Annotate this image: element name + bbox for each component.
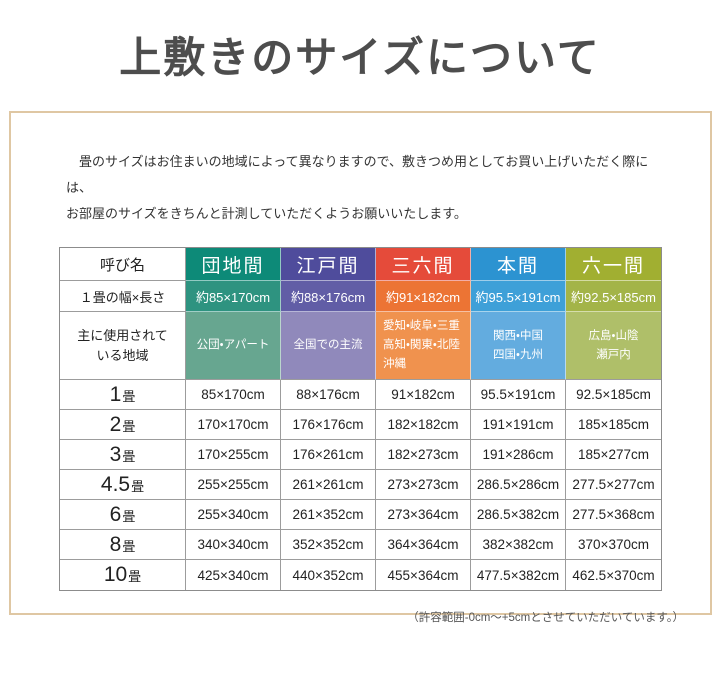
mat-count-row: 1畳 85×170cm 88×176cm 91×182cm 95.5×191cm… <box>60 380 661 411</box>
mat-size-cell: 440×352cm <box>281 560 376 591</box>
mat-size-cell: 255×255cm <box>186 470 281 501</box>
mat-size-cell: 370×370cm <box>566 530 661 561</box>
mat-size-cell: 462.5×370cm <box>566 560 661 591</box>
intro-paragraph: 畳のサイズはお住まいの地域によって異なりますので、敷きつめ用としてお買い上げいた… <box>11 149 710 227</box>
intro-text-line1: 畳のサイズはお住まいの地域によって異なりますので、敷きつめ用としてお買い上げいた… <box>66 154 649 196</box>
mat-size-cell: 286.5×382cm <box>471 500 566 531</box>
region-cell: 広島・山陰 瀬戸内 <box>566 312 661 381</box>
mat-size-cell: 176×176cm <box>281 410 376 441</box>
mat-row-label: 6畳 <box>60 500 186 531</box>
mat-size-cell: 170×170cm <box>186 410 281 441</box>
regions-label: 主に使用されて いる地域 <box>60 312 186 381</box>
regions-label-line2: いる地域 <box>96 347 149 363</box>
mat-size-cell: 191×286cm <box>471 440 566 471</box>
mat-size-cell: 261×352cm <box>281 500 376 531</box>
regions-row: 主に使用されて いる地域 公団・アパート 全国での主流 愛知・岐阜・三重 高知・… <box>60 312 661 381</box>
mat-size-cell: 273×273cm <box>376 470 471 501</box>
size-cell: 約91×182cm <box>376 281 471 313</box>
mat-size-cell: 182×273cm <box>376 440 471 471</box>
mat-row-label: 4.5畳 <box>60 470 186 501</box>
size-cell: 約92.5×185cm <box>566 281 661 313</box>
mat-size-cell: 261×261cm <box>281 470 376 501</box>
header-edoma: 江戸間 <box>281 248 376 282</box>
tatami-size-table: 呼び名 団地間 江戸間 三六間 本間 六一間 １畳の幅×長さ 約85×170cm… <box>59 247 662 592</box>
mat-size-cell: 95.5×191cm <box>471 380 566 411</box>
mat-count-row: 8畳 340×340cm 352×352cm 364×364cm 382×382… <box>60 530 661 561</box>
mat-row-label: 1畳 <box>60 380 186 411</box>
one-mat-size-label: １畳の幅×長さ <box>60 281 186 313</box>
mat-size-cell: 425×340cm <box>186 560 281 591</box>
one-mat-size-row: １畳の幅×長さ 約85×170cm 約88×176cm 約91×182cm 約9… <box>60 281 661 313</box>
mat-row-label: 8畳 <box>60 530 186 561</box>
mat-size-cell: 255×340cm <box>186 500 281 531</box>
header-rokuichima: 六一間 <box>566 248 661 282</box>
mat-count-row: 2畳 170×170cm 176×176cm 182×182cm 191×191… <box>60 410 661 441</box>
mat-size-cell: 277.5×277cm <box>566 470 661 501</box>
mat-row-label: 10畳 <box>60 560 186 591</box>
regions-label-line1: 主に使用されて <box>77 327 168 343</box>
mat-count-row: 3畳 170×255cm 176×261cm 182×273cm 191×286… <box>60 440 661 471</box>
header-honma: 本間 <box>471 248 566 282</box>
mat-size-cell: 273×364cm <box>376 500 471 531</box>
mat-size-cell: 91×182cm <box>376 380 471 411</box>
mat-size-cell: 182×182cm <box>376 410 471 441</box>
mat-size-cell: 277.5×368cm <box>566 500 661 531</box>
size-cell: 約95.5×191cm <box>471 281 566 313</box>
header-danchima: 団地間 <box>186 248 281 282</box>
tolerance-note: （許容範囲-0cm～+5cmとさせていただいています。） <box>407 612 684 625</box>
mat-size-cell: 364×364cm <box>376 530 471 561</box>
region-cell: 関西・中国 四国・九州 <box>471 312 566 381</box>
mat-size-cell: 191×191cm <box>471 410 566 441</box>
size-cell: 約85×170cm <box>186 281 281 313</box>
mat-size-cell: 176×261cm <box>281 440 376 471</box>
header-sanrokuma: 三六間 <box>376 248 471 282</box>
page-title: 上敷きのサイズについて <box>119 36 601 82</box>
size-cell: 約88×176cm <box>281 281 376 313</box>
mat-size-cell: 286.5×286cm <box>471 470 566 501</box>
mat-row-label: 2畳 <box>60 410 186 441</box>
mat-count-row: 4.5畳 255×255cm 261×261cm 273×273cm 286.5… <box>60 470 661 501</box>
table-header-row: 呼び名 団地間 江戸間 三六間 本間 六一間 <box>60 248 661 282</box>
mat-size-cell: 352×352cm <box>281 530 376 561</box>
intro-text-line2: お部屋のサイズをきちんと計測していただくようお願いいたします。 <box>66 206 467 222</box>
mat-size-cell: 85×170cm <box>186 380 281 411</box>
mat-size-cell: 185×277cm <box>566 440 661 471</box>
header-yobina: 呼び名 <box>60 248 186 282</box>
mat-size-cell: 455×364cm <box>376 560 471 591</box>
mat-size-cell: 477.5×382cm <box>471 560 566 591</box>
mat-size-cell: 170×255cm <box>186 440 281 471</box>
region-cell: 全国での主流 <box>281 312 376 381</box>
mat-row-label: 3畳 <box>60 440 186 471</box>
region-cell: 愛知・岐阜・三重 高知・関東・北陸 沖縄 <box>376 312 471 381</box>
mat-count-row: 6畳 255×340cm 261×352cm 273×364cm 286.5×3… <box>60 500 661 531</box>
mat-size-cell: 340×340cm <box>186 530 281 561</box>
mat-size-cell: 185×185cm <box>566 410 661 441</box>
content-frame: 畳のサイズはお住まいの地域によって異なりますので、敷きつめ用としてお買い上げいた… <box>9 111 712 624</box>
mat-size-cell: 92.5×185cm <box>566 380 661 411</box>
mat-size-cell: 382×382cm <box>471 530 566 561</box>
mat-size-cell: 88×176cm <box>281 380 376 411</box>
mat-count-row: 10畳 425×340cm 440×352cm 455×364cm 477.5×… <box>60 560 661 591</box>
region-cell: 公団・アパート <box>186 312 281 381</box>
